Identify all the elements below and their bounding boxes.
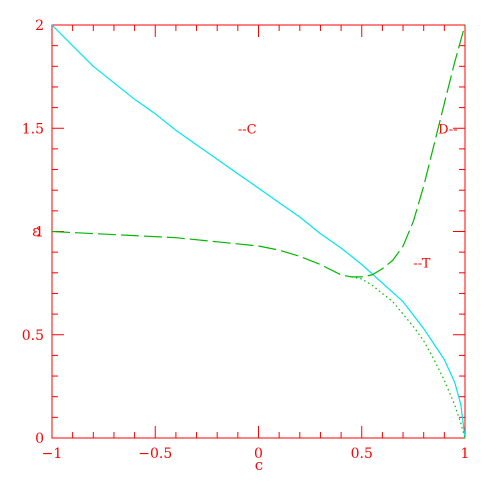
y-tick-label: 2 bbox=[35, 18, 44, 34]
x-tick-label: 1 bbox=[461, 446, 470, 462]
y-tick-label: 0.5 bbox=[22, 328, 44, 344]
x-tick-label: 0.5 bbox=[351, 446, 373, 462]
x-tick-label: −1 bbox=[42, 446, 63, 462]
x-tick-label: −0.5 bbox=[138, 446, 172, 462]
series-line-D bbox=[51, 24, 466, 278]
annotation-2: --T bbox=[413, 256, 430, 271]
labels: −1 −0.5 0 0.5 1 0 0.5 1 1.5 2 --C D-- --T bbox=[22, 18, 470, 462]
annotation-1: D-- bbox=[438, 122, 457, 137]
y-tick-label: 1.5 bbox=[22, 121, 44, 137]
x-tick-label: 0 bbox=[254, 446, 263, 462]
y-axis-label: ε bbox=[32, 222, 40, 240]
series-line-C bbox=[51, 24, 466, 439]
ticks bbox=[51, 24, 466, 439]
y-tick-label: 0 bbox=[35, 431, 44, 447]
annotation-0: --C bbox=[238, 122, 257, 137]
y-tick-label: 1 bbox=[35, 225, 44, 241]
series-group bbox=[51, 24, 466, 439]
plot-frame bbox=[51, 24, 466, 439]
x-axis-label: c bbox=[255, 456, 263, 474]
series-line-T bbox=[351, 276, 466, 439]
